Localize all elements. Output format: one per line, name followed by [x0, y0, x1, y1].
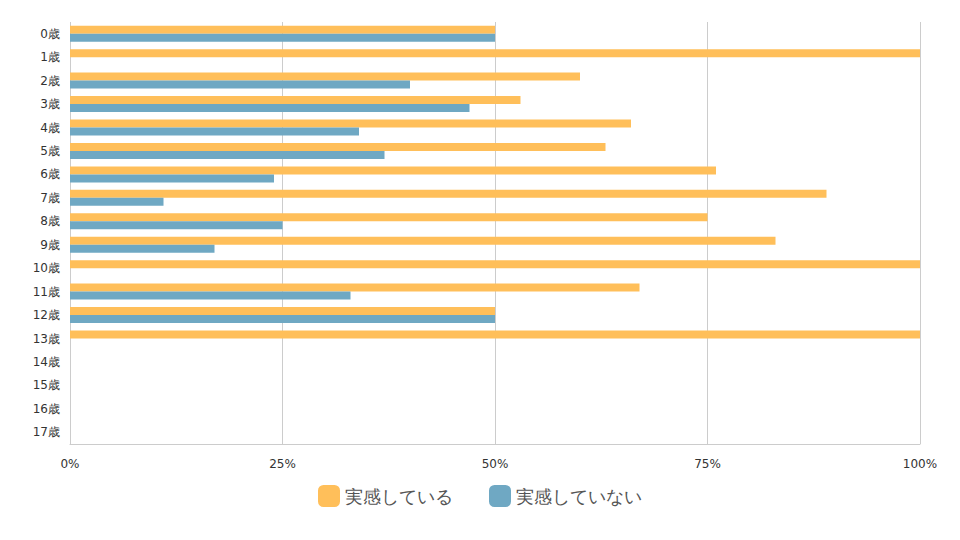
svg-text:2歳: 2歳 — [40, 74, 60, 88]
svg-text:6歳: 6歳 — [40, 167, 60, 181]
svg-text:15歳: 15歳 — [33, 378, 60, 392]
svg-text:14歳: 14歳 — [33, 355, 60, 369]
svg-text:7歳: 7歳 — [40, 191, 60, 205]
svg-text:1歳: 1歳 — [40, 50, 60, 64]
svg-text:9歳: 9歳 — [40, 238, 60, 252]
svg-text:8歳: 8歳 — [40, 214, 60, 228]
svg-text:4歳: 4歳 — [40, 121, 60, 135]
svg-text:12歳: 12歳 — [33, 308, 60, 322]
svg-text:実感している: 実感している — [345, 486, 453, 507]
svg-text:100%: 100% — [903, 457, 937, 471]
svg-text:0%: 0% — [60, 457, 79, 471]
svg-text:13歳: 13歳 — [33, 332, 60, 346]
svg-text:5歳: 5歳 — [40, 144, 60, 158]
svg-text:25%: 25% — [269, 457, 296, 471]
svg-text:17歳: 17歳 — [33, 425, 60, 439]
svg-text:50%: 50% — [482, 457, 509, 471]
svg-text:16歳: 16歳 — [33, 402, 60, 416]
svg-text:11歳: 11歳 — [33, 285, 60, 299]
svg-text:0歳: 0歳 — [40, 27, 60, 41]
svg-text:実感していない: 実感していない — [516, 486, 642, 507]
svg-text:75%: 75% — [694, 457, 721, 471]
svg-text:3歳: 3歳 — [40, 97, 60, 111]
svg-text:10歳: 10歳 — [33, 261, 60, 275]
